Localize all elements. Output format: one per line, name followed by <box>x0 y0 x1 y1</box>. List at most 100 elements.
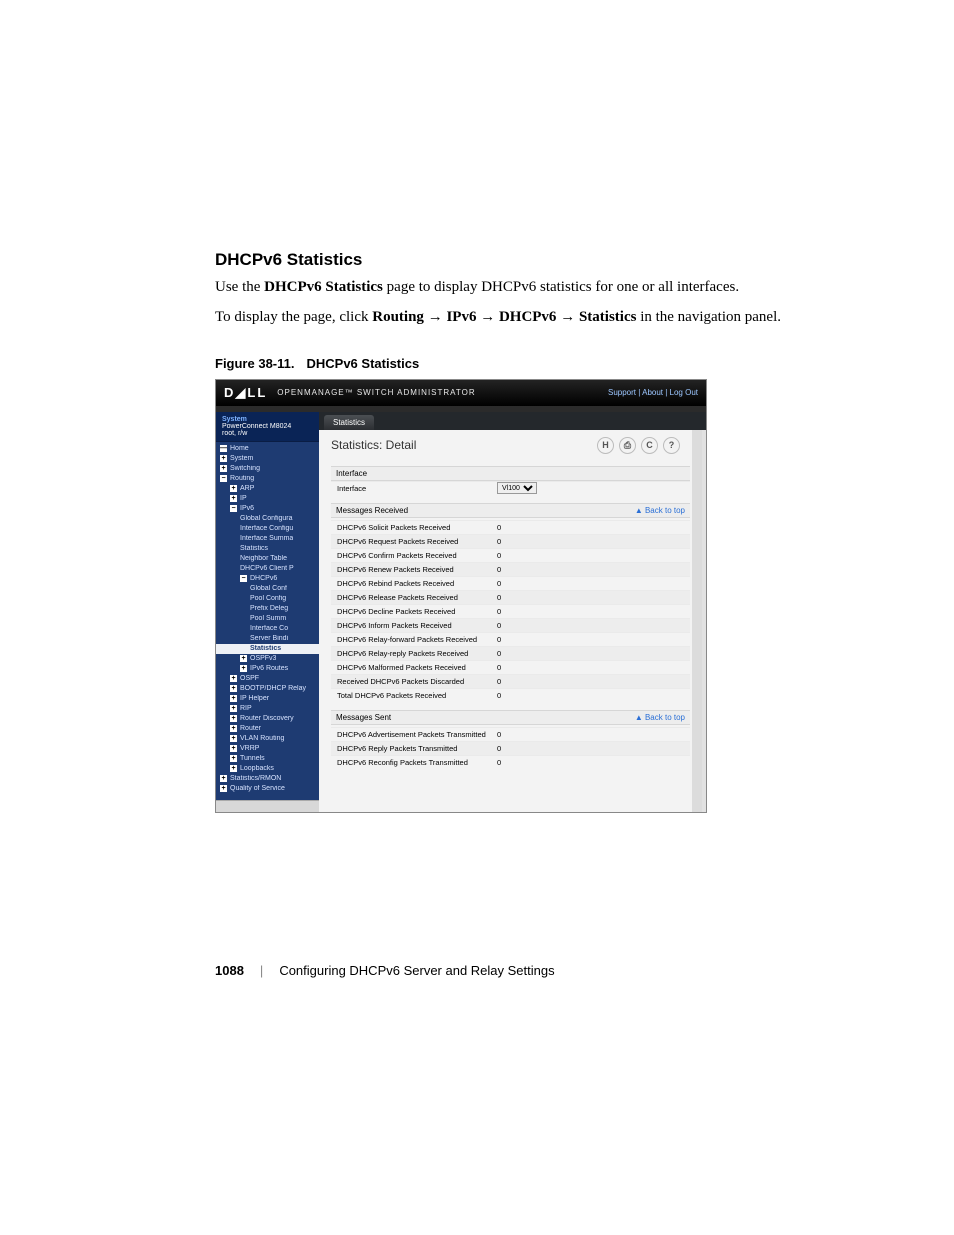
sidebar-item[interactable]: +Switching <box>216 464 319 474</box>
sidebar-item[interactable]: DHCPv6 Client P <box>216 564 319 574</box>
nav-sidebar: System PowerConnect M8024 root, r/w —Hom… <box>216 412 319 812</box>
stat-label: DHCPv6 Confirm Packets Received <box>337 551 497 560</box>
tab-row: Statistics <box>319 412 706 430</box>
table-row: DHCPv6 Inform Packets Received0 <box>331 618 690 632</box>
tree-toggle-icon[interactable]: − <box>220 475 227 482</box>
table-row: DHCPv6 Relay-forward Packets Received0 <box>331 632 690 646</box>
stat-label: DHCPv6 Decline Packets Received <box>337 607 497 616</box>
sidebar-item[interactable]: Statistics <box>216 544 319 554</box>
sidebar-item[interactable]: Interface Co <box>216 624 319 634</box>
page-number: 1088 <box>215 963 244 978</box>
sidebar-item[interactable]: −DHCPv6 <box>216 574 319 584</box>
sidebar-item[interactable]: Statistics <box>216 644 319 654</box>
interface-row: Interface Vl100 <box>331 481 690 495</box>
stat-value: 0 <box>497 691 547 700</box>
tree-toggle-icon[interactable]: + <box>230 695 237 702</box>
doc-para-2: To display the page, click Routing → IPv… <box>215 307 784 327</box>
refresh-icon[interactable]: C <box>641 437 658 454</box>
tree-toggle-icon[interactable]: + <box>230 765 237 772</box>
sidebar-item-label: Routing <box>230 475 254 482</box>
sidebar-item[interactable]: +Statistics/RMON <box>216 774 319 784</box>
sidebar-item[interactable]: +BOOTP/DHCP Relay <box>216 684 319 694</box>
sidebar-item[interactable]: Neighbor Table <box>216 554 319 564</box>
tree-toggle-icon[interactable]: + <box>220 455 227 462</box>
top-links[interactable]: Support | About | Log Out <box>608 388 698 397</box>
tree-toggle-icon[interactable]: + <box>230 745 237 752</box>
print-icon[interactable]: ⎙ <box>619 437 636 454</box>
sidebar-item[interactable]: +OSPF <box>216 674 319 684</box>
tab-statistics[interactable]: Statistics <box>324 415 374 430</box>
sidebar-item[interactable]: +VLAN Routing <box>216 734 319 744</box>
sidebar-item[interactable]: Interface Configu <box>216 524 319 534</box>
help-icon[interactable]: ? <box>663 437 680 454</box>
sidebar-item[interactable]: +IP Helper <box>216 694 319 704</box>
sidebar-item[interactable]: +IP <box>216 494 319 504</box>
stat-value: 0 <box>497 730 547 739</box>
save-icon[interactable]: H <box>597 437 614 454</box>
sidebar-item-label: OSPFv3 <box>250 655 276 662</box>
stat-value: 0 <box>497 677 547 686</box>
tree-toggle-icon[interactable]: — <box>220 445 227 452</box>
tree-toggle-icon[interactable]: + <box>230 485 237 492</box>
table-row: DHCPv6 Release Packets Received0 <box>331 590 690 604</box>
sidebar-tree[interactable]: —Home+System+Switching−Routing+ARP+IP−IP… <box>216 442 319 800</box>
tree-toggle-icon[interactable]: + <box>230 725 237 732</box>
sidebar-item-label: BOOTP/DHCP Relay <box>240 685 306 692</box>
sidebar-item[interactable]: −IPv6 <box>216 504 319 514</box>
sidebar-item[interactable]: +RIP <box>216 704 319 714</box>
sidebar-item-label: Statistics <box>240 545 268 552</box>
sidebar-item[interactable]: Global Configura <box>216 514 319 524</box>
tree-toggle-icon[interactable]: − <box>240 575 247 582</box>
sidebar-hscroll[interactable] <box>216 800 319 812</box>
sidebar-item[interactable]: Server Bindi <box>216 634 319 644</box>
interface-select[interactable]: Vl100 <box>497 482 537 494</box>
back-to-top-link[interactable]: ▲ Back to top <box>635 506 685 515</box>
tree-toggle-icon[interactable]: + <box>220 465 227 472</box>
sidebar-item[interactable]: +OSPFv3 <box>216 654 319 664</box>
tree-toggle-icon[interactable]: + <box>230 755 237 762</box>
sidebar-item[interactable]: Prefix Deleg <box>216 604 319 614</box>
tree-toggle-icon[interactable]: + <box>240 655 247 662</box>
tree-toggle-icon[interactable]: + <box>220 785 227 792</box>
content-vscroll[interactable] <box>692 430 702 812</box>
sidebar-item-label: IPv6 <box>240 505 254 512</box>
sidebar-item[interactable]: +Quality of Service <box>216 784 319 794</box>
sidebar-item[interactable]: +IPv6 Routes <box>216 664 319 674</box>
stat-value: 0 <box>497 758 547 767</box>
back-to-top-link-2[interactable]: ▲ Back to top <box>635 713 685 722</box>
sidebar-item[interactable]: Interface Summa <box>216 534 319 544</box>
tree-toggle-icon[interactable]: + <box>230 685 237 692</box>
sidebar-device: PowerConnect M8024 <box>222 423 313 430</box>
p2b1: Routing <box>372 309 424 325</box>
sidebar-item[interactable]: +Loopbacks <box>216 764 319 774</box>
sidebar-item-label: Prefix Deleg <box>250 605 288 612</box>
sidebar-item[interactable]: Pool Config <box>216 594 319 604</box>
sidebar-item-label: System <box>230 455 253 462</box>
sidebar-item[interactable]: Global Conf <box>216 584 319 594</box>
sidebar-item[interactable]: +Router Discovery <box>216 714 319 724</box>
tree-toggle-icon[interactable]: + <box>230 675 237 682</box>
sidebar-item-label: Global Configura <box>240 515 293 522</box>
sidebar-item[interactable]: Pool Summ <box>216 614 319 624</box>
sidebar-item-label: IPv6 Routes <box>250 665 288 672</box>
sidebar-item[interactable]: +VRRP <box>216 744 319 754</box>
sidebar-item[interactable]: +System <box>216 454 319 464</box>
tree-toggle-icon[interactable]: + <box>230 715 237 722</box>
table-row: DHCPv6 Reconfig Packets Transmitted0 <box>331 755 690 769</box>
tree-toggle-icon[interactable]: + <box>230 735 237 742</box>
sidebar-item-label: Tunnels <box>240 755 265 762</box>
sidebar-item[interactable]: —Home <box>216 444 319 454</box>
tree-toggle-icon[interactable]: + <box>240 665 247 672</box>
table-row: DHCPv6 Reply Packets Transmitted0 <box>331 741 690 755</box>
stat-label: DHCPv6 Reply Packets Transmitted <box>337 744 497 753</box>
tree-toggle-icon[interactable]: + <box>230 495 237 502</box>
sidebar-item[interactable]: −Routing <box>216 474 319 484</box>
table-row: DHCPv6 Renew Packets Received0 <box>331 562 690 576</box>
sidebar-item[interactable]: +Tunnels <box>216 754 319 764</box>
sidebar-item[interactable]: +ARP <box>216 484 319 494</box>
sidebar-item[interactable]: +Router <box>216 724 319 734</box>
p2b2: IPv6 <box>446 309 476 325</box>
tree-toggle-icon[interactable]: + <box>230 705 237 712</box>
tree-toggle-icon[interactable]: + <box>220 775 227 782</box>
tree-toggle-icon[interactable]: − <box>230 505 237 512</box>
